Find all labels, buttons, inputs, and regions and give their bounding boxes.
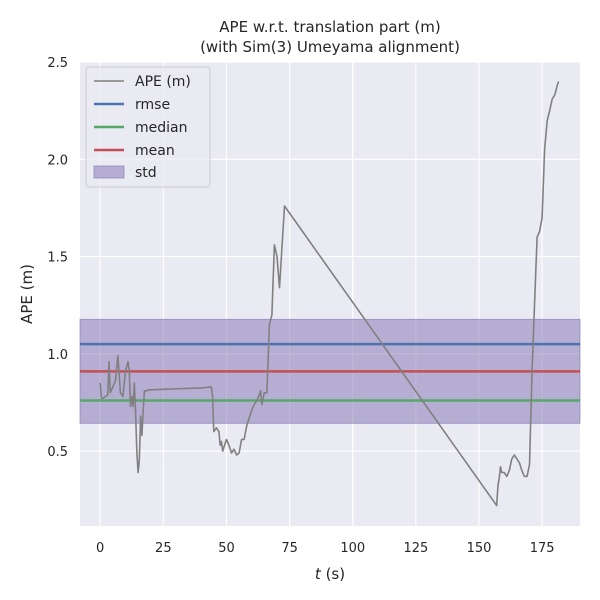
series-group (99, 81, 560, 507)
x-tick-label: 100 (340, 541, 365, 556)
ape-series-line (99, 81, 560, 507)
legend-label-std: std (135, 165, 157, 181)
legend: APE (m) rmse median mean std (85, 66, 211, 188)
legend-box (85, 66, 211, 188)
legend-label-median: median (135, 120, 187, 136)
x-tick-label: 75 (281, 541, 298, 556)
legend-swatch-std (93, 165, 125, 179)
x-axis-label-unit: (s) (321, 565, 345, 583)
x-tick-labels: 0 25 50 75 100 125 150 175 (96, 541, 554, 556)
legend-label-rmse: rmse (135, 97, 170, 113)
x-axis-label-var: t (315, 565, 322, 583)
x-tick-label: 175 (530, 541, 555, 556)
y-tick-label: 0.5 (47, 445, 68, 460)
x-tick-label: 0 (96, 541, 104, 556)
legend-label-mean: mean (135, 143, 175, 159)
x-tick-label: 25 (155, 541, 172, 556)
y-tick-label: 2.0 (47, 153, 68, 168)
legend-label-ape: APE (m) (135, 74, 191, 90)
chart-title-line1: APE w.r.t. translation part (m) (219, 18, 440, 36)
x-tick-label: 150 (467, 541, 492, 556)
y-tick-label: 2.5 (47, 56, 68, 71)
y-tick-labels: 0.5 1.0 1.5 2.0 2.5 (47, 56, 68, 460)
y-tick-label: 1.5 (47, 251, 68, 266)
chart-title-line2: (with Sim(3) Umeyama alignment) (200, 38, 460, 56)
x-axis-label: t (s) (315, 565, 345, 583)
y-axis-label: APE (m) (18, 264, 36, 324)
stat-lines-group (80, 342, 580, 402)
x-tick-label: 125 (403, 541, 428, 556)
y-tick-label: 1.0 (47, 348, 68, 363)
x-tick-label: 50 (218, 541, 235, 556)
